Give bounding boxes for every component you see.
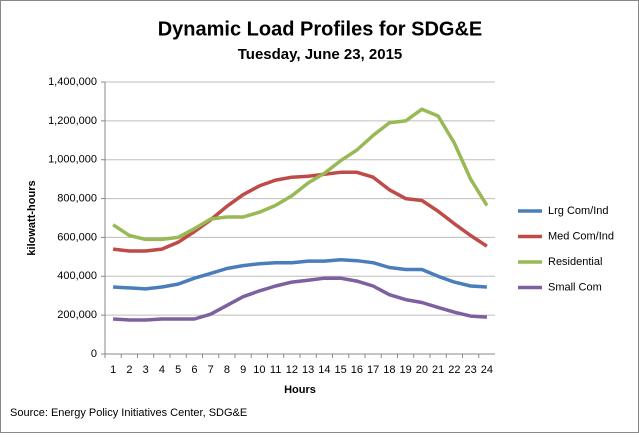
x-tick-label: 21 [432,364,444,376]
y-tick-label: 1,200,000 [48,115,97,127]
x-tick-label: 4 [159,364,165,376]
y-tick-label: 400,000 [57,270,97,282]
x-tick-label: 8 [224,364,230,376]
legend-label: Med Com/Ind [548,230,614,242]
x-tick-label: 2 [126,364,132,376]
x-tick-label: 11 [270,364,281,376]
source: Source: Energy Policy Initiatives Center… [10,407,247,419]
x-tick-label: 1 [110,364,116,376]
chart-subtitle: Tuesday, June 23, 2015 [238,46,403,63]
x-tick-label: 6 [191,364,197,376]
legend-label: Small Com [548,281,602,293]
x-axis-label: Hours [284,384,316,396]
x-tick-label: 9 [240,364,246,376]
series-line [112,107,489,242]
y-tick-label: 200,000 [57,309,97,321]
x-tick-label: 5 [175,364,181,376]
x-tick-label: 13 [302,364,314,376]
x-tick-label: 14 [318,364,330,376]
y-tick-label: 0 [91,348,97,360]
x-tick-label: 24 [481,364,493,376]
x-tick-label: 22 [448,364,460,376]
y-axis-label: kilowatt-hours [26,180,38,255]
x-tick-label: 19 [400,364,412,376]
x-tick-label: 3 [143,364,149,376]
x-tick-label: 18 [383,364,395,376]
series-line [112,276,488,322]
x-tick-label: 7 [208,364,214,376]
y-tick-label: 1,000,000 [48,154,97,166]
series-line [112,170,488,253]
x-tick-label: 20 [416,364,428,376]
legend-label: Residential [548,256,602,268]
series-line [113,258,488,291]
x-tick-label: 16 [351,364,363,376]
legend-label: Lrg Com/Ind [548,205,609,217]
x-tick-label: 15 [335,364,347,376]
y-tick-label: 1,400,000 [48,76,97,88]
x-tick-label: 12 [286,364,298,376]
x-tick-label: 10 [253,364,265,376]
x-tick-label: 17 [367,364,379,376]
y-tick-label: 800,000 [57,192,97,204]
chart-title: Dynamic Load Profiles for SDG&E [158,18,483,40]
x-tick-label: 23 [465,364,477,376]
y-tick-label: 600,000 [57,231,97,243]
